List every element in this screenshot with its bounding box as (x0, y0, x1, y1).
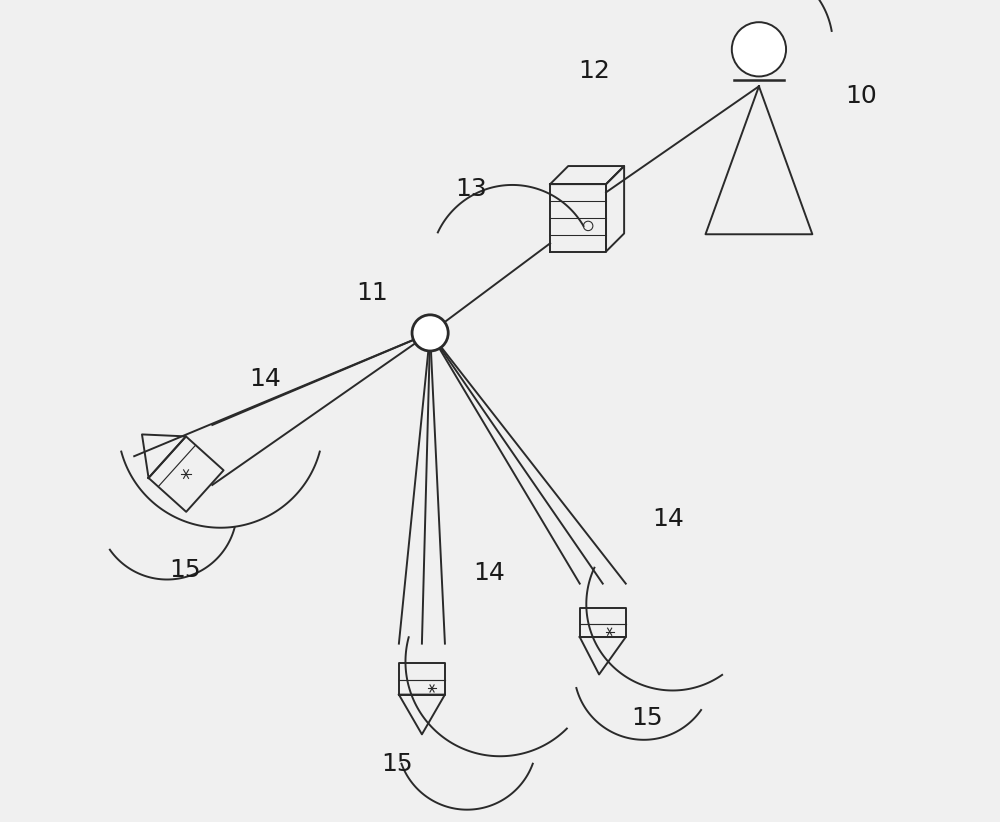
Text: 14: 14 (652, 507, 684, 531)
Text: 11: 11 (356, 281, 388, 305)
Text: 13: 13 (455, 177, 487, 201)
Text: 12: 12 (578, 59, 610, 83)
Text: 14: 14 (474, 561, 506, 584)
Circle shape (732, 22, 786, 76)
Text: 14: 14 (249, 367, 281, 391)
Text: 15: 15 (632, 706, 663, 730)
Circle shape (412, 315, 448, 351)
Text: 15: 15 (170, 558, 201, 582)
Text: 15: 15 (381, 752, 412, 776)
Text: 10: 10 (845, 84, 877, 108)
